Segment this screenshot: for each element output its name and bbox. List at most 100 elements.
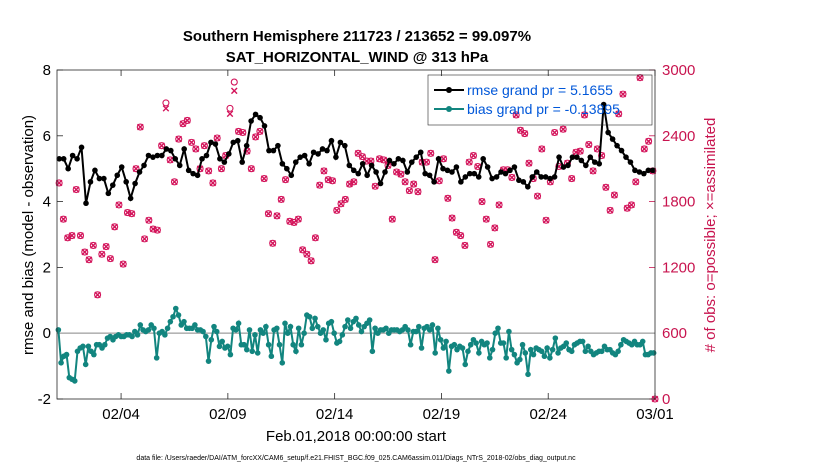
- obs-possible-point: [311, 234, 319, 242]
- rmse-point: [391, 160, 397, 167]
- y-tick-label-right: 0: [662, 391, 670, 408]
- obs-assimilated-point: [568, 175, 576, 182]
- rmse-point: [275, 142, 281, 149]
- obs-assimilated-point: [218, 165, 225, 172]
- rmse-point: [136, 169, 143, 175]
- obs-assimilated-point: [81, 248, 89, 256]
- bias-point: [205, 358, 212, 364]
- obs-assimilated-point: [440, 155, 447, 163]
- bias-point: [293, 348, 299, 355]
- obs-possible-point: [132, 165, 140, 173]
- bias-point: [552, 335, 559, 341]
- obs-possible-point: [358, 153, 366, 161]
- rmse-point: [542, 174, 549, 180]
- obs-possible-point: [465, 158, 473, 166]
- obs-assimilated-point: [277, 196, 285, 203]
- bias-point: [211, 323, 217, 330]
- plot-frame: [56, 69, 656, 400]
- bias-point: [451, 341, 458, 348]
- bias-point: [80, 343, 86, 350]
- bias-point: [260, 330, 266, 337]
- obs-possible-point: [217, 165, 225, 173]
- obs-assimilated-point: [482, 215, 490, 223]
- rmse-point: [480, 156, 486, 162]
- obs-assimilated-point: [209, 179, 217, 187]
- rmse-point: [614, 142, 620, 149]
- obs-assimilated-point: [201, 142, 208, 149]
- obs-possible-point: [188, 138, 196, 146]
- bias-point: [369, 348, 376, 355]
- bias-point: [320, 327, 327, 333]
- rmse-point: [350, 167, 357, 174]
- bias-point: [522, 350, 529, 356]
- rmse-point: [489, 175, 495, 182]
- rmse-point: [208, 139, 214, 146]
- obs-possible-point: [200, 142, 208, 150]
- rmse-point: [618, 147, 625, 154]
- bias-point: [295, 325, 302, 332]
- rmse-point: [516, 177, 522, 184]
- bias-point: [650, 350, 657, 356]
- obs-possible-point: [469, 151, 478, 160]
- x-tick-label: 03/01: [636, 406, 674, 423]
- bias-point: [429, 322, 436, 328]
- obs-possible-point: [252, 133, 260, 141]
- bias-point: [181, 318, 187, 325]
- legend-box: [427, 74, 653, 126]
- x-tick-label: 02/04: [102, 406, 140, 423]
- obs-assimilated-point: [102, 243, 110, 250]
- rmse-point: [266, 147, 272, 154]
- bias-point: [366, 317, 373, 323]
- bias-point: [440, 345, 447, 351]
- obs-possible-point: [230, 78, 238, 86]
- rmse-point: [319, 146, 326, 152]
- obs-assimilated-point: [320, 167, 328, 175]
- rmse-point: [400, 157, 406, 164]
- bias-point: [129, 333, 135, 340]
- bias-point: [249, 348, 256, 355]
- rmse-point: [310, 149, 317, 156]
- obs-possible-point: [478, 198, 486, 206]
- obs-assimilated-point: [645, 137, 652, 145]
- bias-point: [170, 313, 176, 320]
- rmse-point: [279, 160, 286, 167]
- rmse-point: [141, 162, 147, 169]
- rmse-point: [181, 146, 187, 152]
- bias-point: [263, 323, 269, 330]
- obs-assimilated-point: [226, 110, 234, 118]
- y-tick-label-left: -2: [38, 391, 51, 408]
- obs-possible-point: [192, 145, 200, 153]
- obs-possible-point: [551, 128, 559, 137]
- rmse-point: [257, 114, 263, 121]
- rmse-point: [484, 164, 491, 170]
- rmse-point: [645, 167, 652, 174]
- obs-assimilated-point: [410, 180, 417, 188]
- rmse-point: [221, 159, 228, 165]
- obs-assimilated-point: [141, 235, 148, 243]
- bias-point: [134, 332, 141, 338]
- bias-point: [355, 322, 362, 328]
- obs-possible-point: [72, 185, 80, 194]
- obs-assimilated-point: [576, 147, 584, 155]
- bias-point: [55, 327, 62, 333]
- rmse-point: [511, 164, 518, 170]
- obs-possible-point: [277, 195, 285, 203]
- bias-point: [476, 350, 482, 356]
- obs-assimilated-point: [107, 255, 114, 262]
- legend-bias-marker: [446, 106, 452, 112]
- bias-point: [598, 348, 605, 355]
- bias-point: [383, 325, 389, 332]
- obs-assimilated-point: [265, 210, 272, 217]
- bias-point: [162, 332, 168, 338]
- bias-point: [219, 338, 226, 345]
- rmse-point: [583, 162, 589, 169]
- obs-possible-point: [521, 130, 529, 138]
- obs-assimilated-point: [380, 156, 388, 164]
- rmse-point: [114, 172, 121, 179]
- bias-point: [517, 356, 523, 363]
- rmse-point: [520, 179, 527, 185]
- bias-point: [426, 327, 433, 333]
- rmse-point: [56, 156, 63, 162]
- rmse-point: [337, 139, 344, 146]
- bias-point: [465, 348, 471, 355]
